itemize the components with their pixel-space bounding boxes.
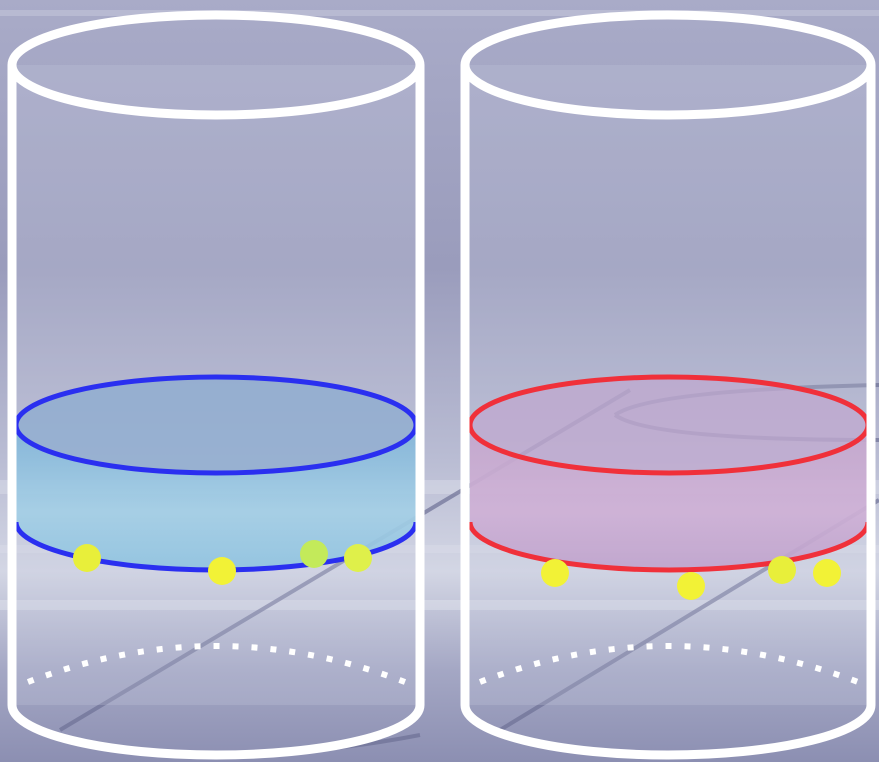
particle: [677, 572, 705, 600]
particle: [208, 557, 236, 585]
particle: [300, 540, 328, 568]
left-cylinder: [7, 10, 425, 760]
particles: [73, 540, 372, 585]
particle: [768, 556, 796, 584]
dotted-arc: [478, 643, 860, 685]
right-cylinder: [460, 10, 876, 760]
red-disk-bottom-rim: [467, 521, 871, 573]
pink-disk-top: [470, 377, 868, 473]
cylinder-bottom: [460, 704, 876, 760]
dotted-arc: [26, 643, 407, 685]
blue-disk-top: [16, 377, 416, 473]
cylinder-bottom: [7, 704, 425, 760]
particle: [541, 559, 569, 587]
particle: [344, 544, 372, 572]
pink-band: [470, 425, 868, 570]
particle: [813, 559, 841, 587]
particle: [73, 544, 101, 572]
blue-band: [16, 425, 416, 570]
particles: [541, 556, 841, 600]
